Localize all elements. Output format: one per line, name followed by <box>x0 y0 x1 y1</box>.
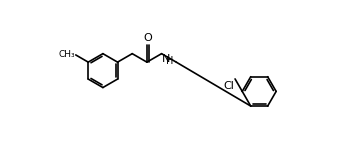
Text: H: H <box>166 56 173 66</box>
Text: Cl: Cl <box>223 81 234 91</box>
Text: CH₃: CH₃ <box>58 50 75 59</box>
Text: O: O <box>143 33 152 43</box>
Text: N: N <box>161 54 170 64</box>
